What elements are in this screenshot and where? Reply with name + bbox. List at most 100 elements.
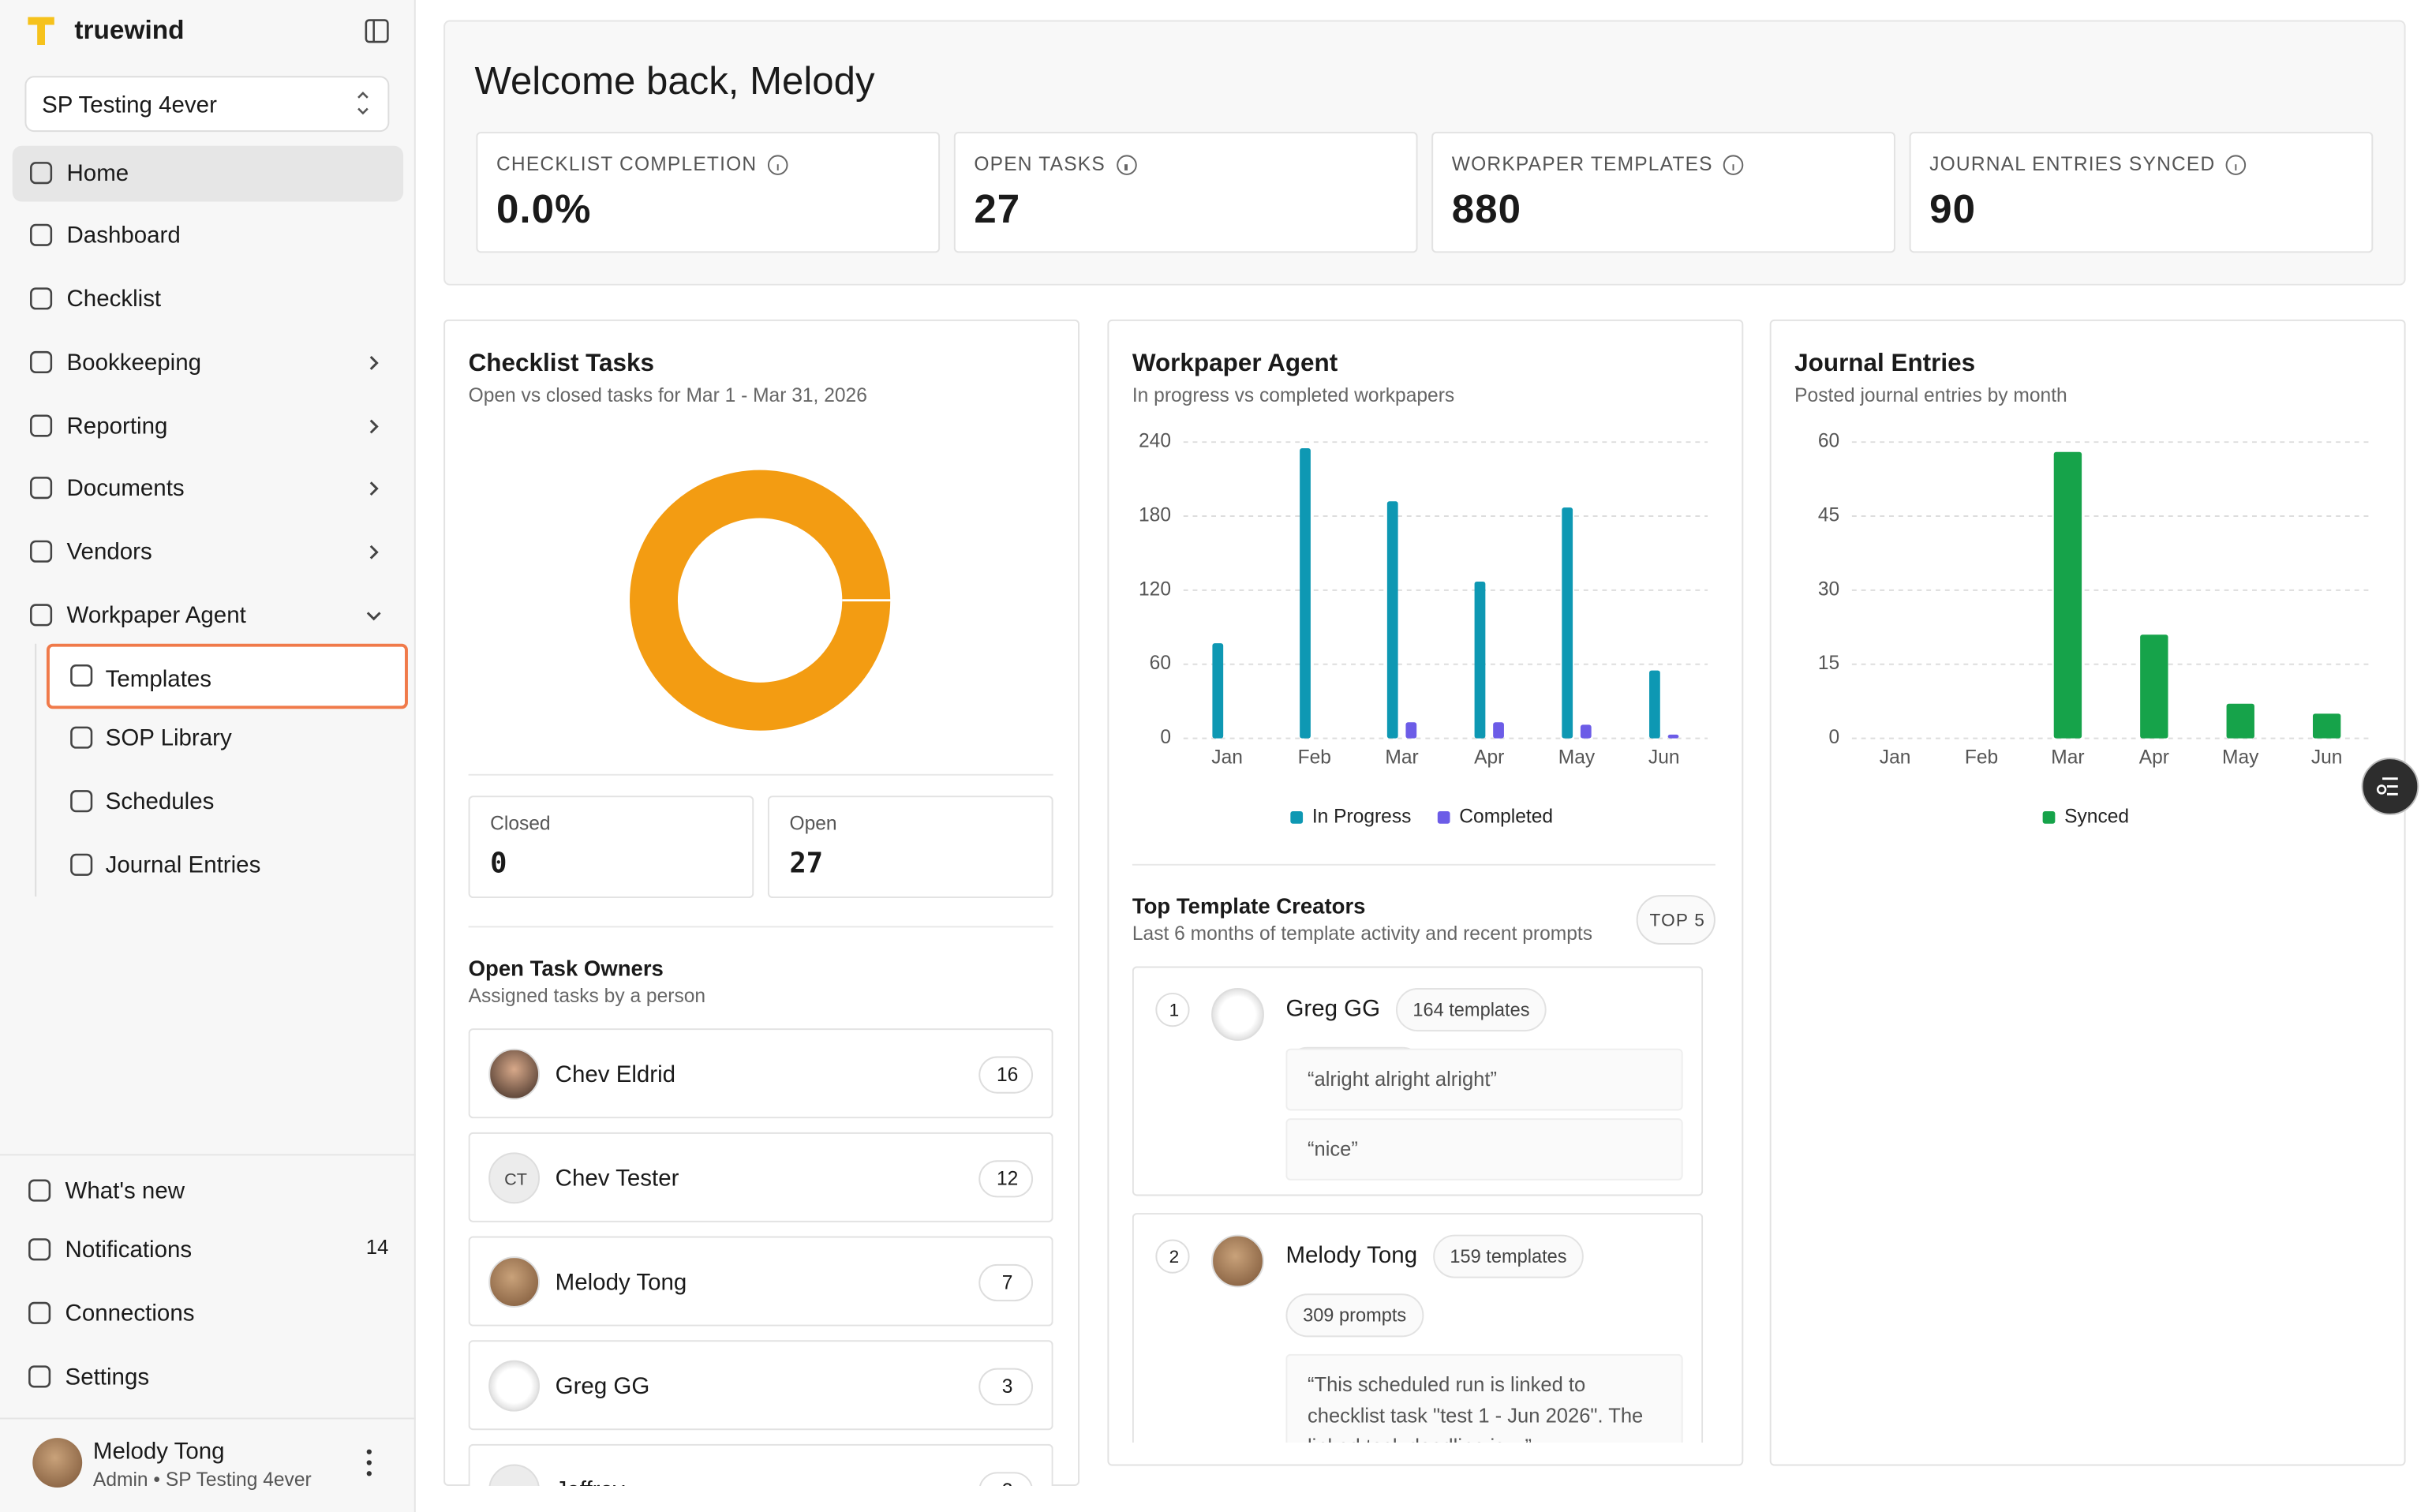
footer-nav-label: What's new	[65, 1177, 185, 1205]
nav-item[interactable]: Bookkeeping	[13, 335, 403, 391]
nav-item[interactable]: Home	[12, 145, 404, 202]
quote: “This scheduled run is linked to checkli…	[1285, 1353, 1683, 1443]
creator-card: 2 Melody Tong 159 templates 309 prompts “Thi…	[1132, 1213, 1704, 1443]
prompts-pill: 309 prompts	[1285, 1293, 1424, 1338]
owner-count: 2	[1002, 1480, 1013, 1486]
subnav-item[interactable]: SOP Library	[47, 705, 408, 771]
subnav-item[interactable]: Schedules	[47, 769, 408, 835]
footer-nav-item[interactable]: Settings	[13, 1349, 403, 1405]
owner-count: 3	[1001, 1375, 1013, 1398]
count-value: 27	[789, 848, 824, 881]
stat-label-row: CHECKLIST COMPLETION	[496, 153, 788, 176]
stat-card: OPEN TASKS 27	[953, 132, 1418, 253]
user-avatar	[32, 1438, 83, 1488]
nav-item[interactable]: Reporting	[13, 399, 403, 455]
user-name: Melody Tong	[92, 1439, 225, 1465]
card-title: Journal Entries	[1794, 350, 1976, 377]
stat-label: CHECKLIST COMPLETION	[496, 153, 758, 175]
card-subtitle: In progress vs completed workpapers	[1132, 384, 1455, 406]
owner-row[interactable]: CT Chev Tester 12	[468, 1132, 1053, 1222]
rank: 1	[1169, 1001, 1180, 1020]
subnav-item[interactable]: Journal Entries	[47, 833, 408, 899]
welcome-title: Welcome back, Melody	[474, 59, 875, 103]
nav-label: Dashboard	[66, 223, 181, 249]
workspace-name: SP Testing 4ever	[42, 92, 217, 119]
owner-row[interactable]: Melody Tong 7	[468, 1236, 1053, 1327]
card-title: Workpaper Agent	[1132, 350, 1338, 377]
nav-item[interactable]: Dashboard	[13, 208, 403, 264]
owner-count: 12	[996, 1168, 1019, 1190]
footer-nav-item[interactable]: Connections	[13, 1286, 403, 1342]
stat-label: OPEN TASKS	[974, 153, 1106, 175]
footer-nav-label: Connections	[65, 1301, 195, 1327]
nav-item[interactable]: Vendors	[13, 524, 403, 580]
count-pill: 7	[978, 1263, 1034, 1302]
count-pill: 16	[978, 1056, 1034, 1094]
footer-nav-item[interactable]: What's new	[13, 1163, 403, 1219]
count-label: Closed	[490, 812, 551, 835]
owner-name: Jeffrey	[556, 1477, 625, 1486]
nav-item[interactable]: Documents	[13, 461, 403, 517]
sidebar	[0, 0, 416, 1512]
nav-label: Checklist	[66, 286, 162, 313]
owner-count: 16	[996, 1064, 1019, 1086]
rank-badge: 2	[1155, 1239, 1190, 1274]
stat-label-row: OPEN TASKS	[974, 153, 1137, 176]
stat-value: 880	[1451, 185, 1522, 232]
subnav-label: Templates	[105, 666, 212, 693]
section-subtitle: Last 6 months of template activity and r…	[1132, 923, 1593, 945]
owner-avatar	[488, 1464, 541, 1487]
divider	[0, 1154, 416, 1156]
nav-label: Bookkeeping	[66, 350, 202, 376]
count-pill: 2	[978, 1472, 1034, 1487]
divider	[468, 926, 1053, 928]
subnav-item[interactable]: Templates	[46, 643, 408, 709]
owner-avatar	[488, 1048, 541, 1100]
nav-label: Reporting	[66, 413, 168, 440]
top-badge: TOP 5	[1636, 895, 1715, 945]
owner-avatar	[488, 1360, 541, 1412]
nav-item[interactable]: Checklist	[13, 271, 403, 327]
creator-name: Melody Tong	[1285, 1242, 1418, 1269]
user-role: Admin • SP Testing 4ever	[92, 1469, 312, 1491]
card	[1769, 319, 2406, 1466]
count-pill: 3	[978, 1368, 1034, 1405]
nav-label: Documents	[66, 475, 185, 502]
workspace-select[interactable]: SP Testing 4ever	[24, 76, 390, 133]
nav-label: Home	[66, 160, 129, 187]
footer-nav-item[interactable]: Notifications	[13, 1222, 403, 1278]
owner-name: Chev Eldrid	[555, 1061, 676, 1088]
stat-value: 90	[1929, 185, 1976, 232]
owner-initials: CT	[504, 1170, 527, 1189]
owner-row[interactable]: Jeffrey 2	[468, 1443, 1053, 1487]
section-title: Open Task Owners	[468, 955, 664, 981]
info-icon	[1723, 155, 1745, 176]
owner-name: Greg GG	[555, 1373, 650, 1400]
nav-label: Workpaper Agent	[66, 602, 246, 630]
owner-row[interactable]: Greg GG 3	[468, 1340, 1053, 1431]
owner-count: 7	[1001, 1271, 1013, 1294]
subnav-label: Journal Entries	[105, 852, 261, 879]
info-icon	[2226, 155, 2247, 176]
card-subtitle: Open vs closed tasks for Mar 1 - Mar 31,…	[468, 384, 867, 406]
templates-pill: 164 templates	[1395, 988, 1547, 1032]
divider	[468, 773, 1053, 776]
creator-avatar	[1211, 1234, 1264, 1288]
owner-row[interactable]: Chev Eldrid 16	[468, 1028, 1053, 1119]
quote: “alright alright alright”	[1285, 1048, 1683, 1111]
creator-header: Melody Tong 159 templates 309 prompts	[1285, 1234, 1692, 1359]
count-value: 0	[490, 848, 507, 881]
count-pill: 12	[978, 1160, 1034, 1198]
stat-label-row: JOURNAL ENTRIES SYNCED	[1929, 153, 2247, 176]
section-subtitle: Assigned tasks by a person	[468, 985, 706, 1007]
owner-name: Chev Tester	[555, 1166, 679, 1192]
count-box: Open 27	[767, 795, 1053, 899]
count-label: Open	[789, 812, 837, 835]
owner-list: Chev Eldrid 16 CT Chev Tester 12 Melody Tong 7…	[468, 1028, 1053, 1487]
nav-item[interactable]: Workpaper Agent	[13, 588, 403, 644]
stat-card: WORKPAPER TEMPLATES 880	[1431, 132, 1895, 253]
